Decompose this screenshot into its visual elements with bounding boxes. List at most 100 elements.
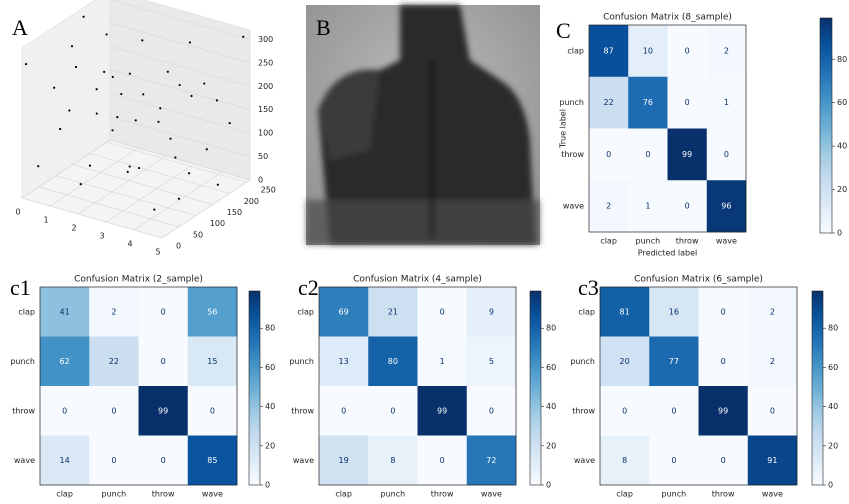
cell	[138, 435, 189, 486]
cell	[706, 25, 747, 78]
colorbar-tick-label: 0	[546, 481, 551, 490]
colorbar	[529, 290, 542, 486]
y-tick-label: clap	[297, 307, 314, 316]
cell-label: 62	[60, 357, 70, 366]
y-tick-label: throw	[561, 150, 584, 159]
chart-title: Confusion Matrix (8_sample)	[603, 13, 732, 23]
cell	[89, 336, 139, 387]
point	[141, 39, 144, 42]
cell	[706, 76, 747, 129]
cell-label: 80	[388, 357, 398, 366]
cell	[600, 287, 650, 337]
cell	[368, 336, 418, 387]
cell	[649, 287, 699, 337]
colorbar-tick-label: 0	[828, 481, 833, 490]
colorbar-tick-label: 80	[546, 324, 556, 333]
point	[166, 70, 169, 73]
cell-label: 2	[770, 357, 775, 366]
cell	[628, 180, 668, 233]
colorbar	[819, 17, 833, 234]
colorbar-tick-label: 60	[837, 98, 847, 107]
point	[205, 148, 208, 151]
cell-label: 0	[685, 202, 690, 211]
cell-label: 13	[339, 357, 349, 366]
z-tick-label: 200	[258, 82, 273, 91]
x-tick-label: 1	[43, 216, 48, 225]
cell	[319, 336, 369, 387]
colorbar-tick-label: 40	[546, 402, 556, 411]
cell-label: 91	[767, 456, 777, 465]
cell-label: 0	[210, 406, 215, 415]
point	[116, 115, 119, 119]
cell	[89, 386, 139, 436]
point	[134, 119, 137, 122]
cell	[628, 76, 668, 129]
x-tick-label: clap	[616, 490, 633, 499]
frame	[599, 286, 798, 486]
y-tick-label: punch	[559, 98, 584, 107]
cell	[368, 435, 418, 486]
cell-label: 0	[489, 406, 494, 415]
point	[111, 129, 114, 132]
cell-label: 0	[671, 406, 676, 415]
point	[126, 170, 129, 173]
point	[59, 127, 62, 131]
cell	[747, 435, 798, 486]
point	[37, 165, 40, 168]
panel-label: c2	[298, 275, 319, 300]
y-tick-label: 250	[261, 186, 276, 195]
grid-line	[55, 175, 196, 216]
frame	[318, 286, 517, 486]
cell-label: 0	[645, 150, 650, 159]
x-tick-label: 3	[99, 232, 104, 241]
x-tick-label: 0	[15, 208, 20, 217]
chart-title: Confusion Matrix (2_sample)	[74, 275, 203, 285]
point	[70, 45, 74, 48]
point	[188, 41, 192, 44]
cell	[698, 386, 749, 436]
cell-label: 8	[622, 456, 627, 465]
cell-label: 10	[643, 46, 653, 55]
cell	[600, 336, 650, 387]
y-tick-label: 0	[176, 242, 181, 251]
point	[242, 35, 245, 38]
point	[157, 120, 160, 123]
cell-label: 21	[388, 307, 398, 316]
point	[82, 15, 85, 18]
cell-label: 85	[207, 456, 217, 465]
cell-label: 8	[390, 456, 395, 465]
point	[203, 82, 206, 85]
cell-label: 99	[718, 406, 728, 415]
cell	[589, 76, 629, 129]
cell	[706, 180, 747, 233]
cell	[589, 25, 629, 78]
y-tick-label: throw	[12, 406, 35, 415]
chart-title: Confusion Matrix (4_sample)	[353, 275, 482, 285]
y-tick-label: 100	[210, 219, 225, 228]
cell-label: 0	[671, 456, 676, 465]
cell	[698, 287, 749, 337]
cell-label: 2	[606, 202, 611, 211]
grid-line	[109, 22, 251, 64]
cell-label: 0	[770, 406, 775, 415]
grid-line	[89, 153, 230, 194]
panel-label: C	[556, 18, 571, 43]
point	[169, 137, 172, 140]
point	[128, 72, 131, 75]
y-tick-label: 50	[193, 230, 203, 239]
cell	[466, 435, 517, 486]
cell	[319, 386, 369, 436]
point	[79, 182, 82, 186]
y-tick-label: wave	[293, 456, 314, 465]
point	[137, 166, 141, 170]
point	[187, 172, 191, 175]
x-tick-label: wave	[202, 490, 223, 499]
cell-label: 0	[685, 98, 690, 107]
y-tick-label: wave	[563, 202, 584, 211]
z-tick-label: 250	[258, 58, 273, 67]
cell	[40, 336, 90, 387]
cell-label: 0	[390, 406, 395, 415]
cell	[747, 287, 798, 337]
cell	[417, 287, 468, 337]
grid-line	[161, 179, 251, 239]
